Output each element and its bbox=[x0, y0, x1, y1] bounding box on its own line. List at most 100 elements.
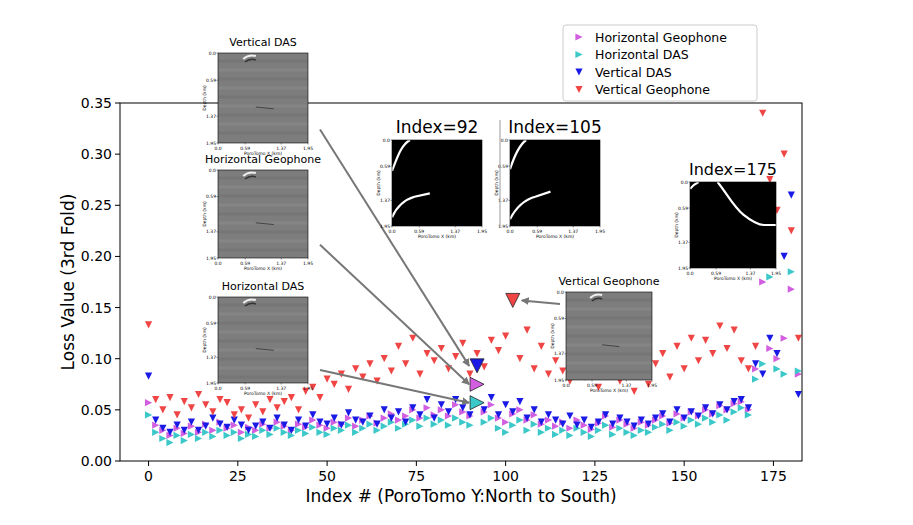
inset-x-tick-label: 1.95 bbox=[477, 229, 487, 234]
y-tick bbox=[115, 409, 120, 410]
x-tick-label: 175 bbox=[760, 468, 787, 484]
gather-texture bbox=[218, 69, 308, 72]
point bbox=[702, 414, 709, 421]
point bbox=[673, 406, 680, 413]
gather-texture bbox=[218, 304, 308, 307]
inset-image bbox=[218, 53, 308, 143]
point bbox=[502, 419, 509, 426]
point bbox=[781, 253, 788, 260]
point bbox=[431, 414, 438, 421]
point bbox=[781, 335, 788, 342]
inset-x-label: PoroTomo X (km) bbox=[536, 234, 574, 239]
point bbox=[166, 439, 173, 446]
inset-y-tick-label: 1.37 bbox=[206, 355, 216, 360]
inset-y-tick-label: 1.95 bbox=[678, 266, 688, 271]
inset-frame bbox=[566, 292, 652, 380]
point bbox=[716, 401, 723, 408]
y-axis-label: Loss Value (3rd Fold) bbox=[58, 194, 78, 371]
point bbox=[659, 421, 666, 428]
point bbox=[788, 227, 795, 234]
gather-event bbox=[256, 223, 274, 225]
inset-y-label: Depth (km) bbox=[202, 327, 207, 353]
inset-x-tick bbox=[600, 226, 601, 228]
point bbox=[338, 422, 345, 429]
point bbox=[538, 343, 545, 350]
y-tick-label: 0.35 bbox=[81, 95, 112, 111]
point bbox=[302, 430, 309, 437]
gather-texture bbox=[218, 222, 308, 225]
point bbox=[352, 365, 359, 372]
point bbox=[159, 435, 166, 442]
point bbox=[673, 419, 680, 426]
point bbox=[402, 419, 409, 426]
legend: Horizontal GeophoneHorizontal DASVertica… bbox=[563, 25, 757, 101]
point bbox=[231, 429, 238, 436]
point bbox=[331, 425, 338, 432]
background bbox=[0, 0, 913, 525]
inset-y-tick bbox=[509, 166, 511, 167]
point bbox=[352, 423, 359, 430]
point bbox=[345, 422, 352, 429]
gather-texture bbox=[218, 322, 308, 325]
x-tick bbox=[773, 461, 774, 466]
series bbox=[145, 110, 802, 422]
point bbox=[623, 429, 630, 436]
point bbox=[145, 373, 152, 380]
inset-frame bbox=[392, 140, 482, 226]
inset-y-tick bbox=[689, 182, 691, 183]
point bbox=[759, 278, 766, 285]
inset-y-tick-label: 0.0 bbox=[383, 138, 390, 143]
point bbox=[738, 357, 745, 364]
point bbox=[381, 406, 388, 413]
point bbox=[552, 416, 559, 423]
inset-y-tick-label: 0.0 bbox=[681, 180, 688, 185]
gather-texture bbox=[566, 299, 652, 302]
gather-texture bbox=[218, 96, 308, 99]
legend-label: Vertical Geophone bbox=[595, 82, 710, 97]
point bbox=[781, 370, 788, 377]
inset-y-tick bbox=[391, 166, 393, 167]
x-tick bbox=[594, 461, 595, 466]
point bbox=[459, 419, 466, 426]
mask-curve bbox=[718, 182, 776, 225]
point bbox=[616, 425, 623, 432]
inset-y-tick-label: 0.59 bbox=[498, 164, 508, 169]
legend-marker bbox=[575, 86, 582, 93]
gather-texture bbox=[218, 177, 308, 180]
inset-y-tick bbox=[217, 53, 219, 54]
gather-event bbox=[590, 294, 602, 298]
gather-texture bbox=[566, 317, 652, 320]
point bbox=[388, 414, 395, 421]
mask-curve bbox=[392, 140, 410, 171]
inset-x-tick bbox=[750, 268, 751, 270]
point bbox=[181, 427, 188, 434]
x-axis-label: Index # (PoroTomo Y:North to South) bbox=[305, 486, 616, 506]
point bbox=[274, 414, 281, 421]
mask-curve bbox=[510, 140, 526, 169]
point bbox=[566, 432, 573, 439]
legend-marker bbox=[575, 33, 582, 40]
inset-y-tick-label: 0.59 bbox=[206, 321, 216, 326]
point bbox=[238, 406, 245, 413]
point bbox=[395, 408, 402, 415]
point bbox=[659, 410, 666, 417]
point bbox=[773, 350, 780, 357]
inset-x-tick bbox=[573, 226, 574, 228]
point bbox=[752, 376, 759, 383]
inset-frame bbox=[218, 53, 308, 143]
point bbox=[423, 350, 430, 357]
point bbox=[488, 414, 495, 421]
inset-x-tick bbox=[308, 383, 309, 385]
inset-y-tick-label: 1.37 bbox=[206, 229, 216, 234]
point bbox=[488, 394, 495, 401]
chart: 02550751001251501750.000.050.100.150.200… bbox=[0, 0, 913, 525]
point bbox=[195, 391, 202, 398]
inset-image bbox=[566, 292, 652, 380]
point bbox=[538, 429, 545, 436]
point bbox=[566, 412, 573, 419]
point bbox=[516, 355, 523, 362]
inset-image bbox=[218, 170, 308, 258]
inset-y-label: Depth (km) bbox=[202, 85, 207, 111]
gather-texture bbox=[566, 371, 652, 374]
inset-image bbox=[392, 140, 482, 226]
